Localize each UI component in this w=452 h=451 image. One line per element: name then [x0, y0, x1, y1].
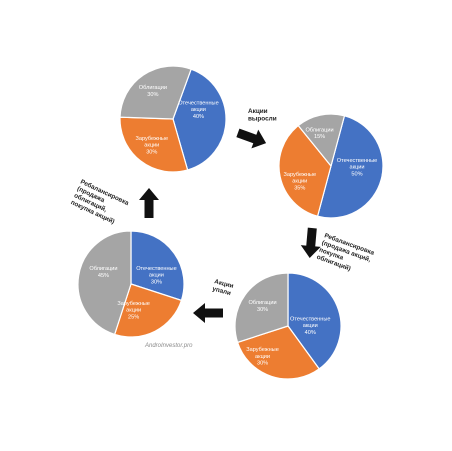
pie-1-label-foreign: Зарубежные акции 30% — [136, 136, 169, 156]
arrow-left-icon — [193, 303, 223, 323]
pie-2-slice-bonds — [297, 113, 346, 168]
pie-2-slice-foreign — [278, 124, 332, 217]
arrow-up-icon — [139, 188, 159, 218]
pie-4-slice-bonds — [77, 230, 132, 336]
pie-1-slice-bonds — [119, 65, 192, 120]
pie-chart-3: Отечественные акции 40% Зарубежные акции 30% О… — [234, 272, 342, 380]
pie-3-label-bonds: Облигации 30% — [248, 300, 276, 313]
watermark-text: AndroInvestor.pro — [144, 343, 193, 349]
pie-chart-2: Отечественные акции 50% Зарубежные акции 35% О… — [278, 113, 384, 219]
pie-4-label-bonds: Облигации 45% — [89, 266, 117, 279]
pie-1-slice-foreign — [119, 116, 189, 173]
pie-2-slice-domestic — [316, 115, 384, 219]
step-label-2: Ребалансировка(продажа акций,покупкаобли… — [316, 231, 376, 278]
arrow-down-icon — [300, 227, 321, 258]
pie-1-slice-domestic — [172, 68, 227, 171]
pie-2-label-domestic: Отечественные акции 50% — [337, 158, 378, 178]
pie-4-slice-domestic — [130, 230, 185, 302]
pie-2-label-foreign: Зарубежные акции 35% — [284, 172, 317, 192]
pie-4-label-foreign: Зарубежные акции 25% — [117, 301, 150, 321]
step-label-1: Акции выросли — [248, 108, 277, 123]
pie-4-label-domestic: Отечественные акции 30% — [136, 266, 177, 286]
pie-4-slice-foreign — [113, 283, 183, 338]
arrows-layer — [139, 128, 321, 323]
pie-3-slice-foreign — [236, 325, 320, 380]
pie-1-label-domestic: Отечественные акции 40% — [178, 100, 219, 120]
pie-3-slice-domestic — [287, 272, 342, 370]
pie-chart-1: Отечественные акции 40% Зарубежные акции 30% О… — [119, 65, 227, 173]
pie-3-label-domestic: Отечественные акции 40% — [290, 316, 331, 336]
pie-2-label-bonds: Облигации 15% — [305, 127, 333, 140]
step-label-3: Акцииупали — [212, 278, 235, 297]
pie-1-label-bonds: Облигации 30% — [139, 85, 167, 98]
pie-3-slice-bonds — [234, 272, 289, 344]
pie-chart-4: Отечественные акции 30% Зарубежные акции 25% О… — [77, 230, 185, 338]
step-label-4: Ребалансировка(продажаоблигаций,покупка … — [70, 178, 131, 228]
pie-charts-layer: Отечественные акции 40% Зарубежные акции 30% О… — [77, 65, 384, 380]
pie-3-label-foreign: Зарубежные акции 30% — [246, 347, 279, 367]
arrow-right-icon — [236, 128, 267, 149]
